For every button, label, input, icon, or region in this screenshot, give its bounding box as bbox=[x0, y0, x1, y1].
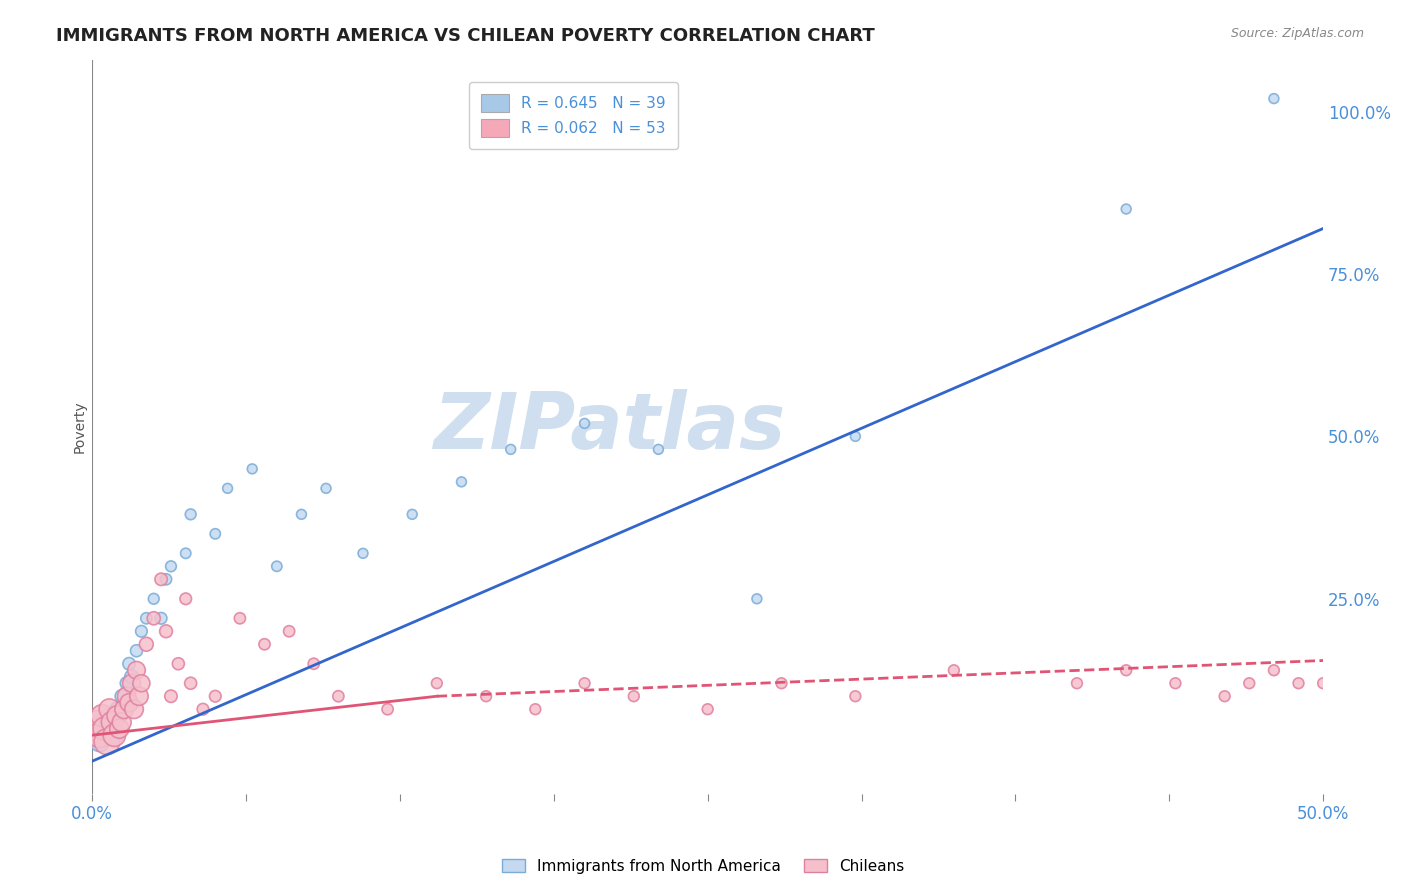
Point bbox=[1164, 676, 1187, 690]
Point bbox=[229, 611, 252, 625]
Point bbox=[160, 559, 183, 574]
Point bbox=[352, 546, 374, 560]
Point bbox=[174, 546, 197, 560]
Point bbox=[1115, 202, 1137, 216]
Point bbox=[623, 690, 645, 704]
Point bbox=[240, 462, 263, 476]
Point bbox=[167, 657, 190, 671]
Point bbox=[315, 481, 337, 495]
Point bbox=[135, 611, 157, 625]
Point bbox=[204, 690, 226, 704]
Point bbox=[86, 715, 108, 730]
Point bbox=[98, 708, 121, 723]
Point bbox=[204, 526, 226, 541]
Point bbox=[111, 715, 134, 730]
Point bbox=[131, 624, 153, 639]
Point bbox=[125, 644, 148, 658]
Point bbox=[160, 690, 183, 704]
Point bbox=[574, 676, 596, 690]
Point bbox=[524, 702, 547, 716]
Point bbox=[112, 702, 135, 716]
Text: Source: ZipAtlas.com: Source: ZipAtlas.com bbox=[1230, 27, 1364, 40]
Point bbox=[574, 417, 596, 431]
Point bbox=[89, 728, 111, 742]
Point bbox=[1312, 676, 1334, 690]
Point bbox=[105, 708, 128, 723]
Point bbox=[142, 611, 165, 625]
Point bbox=[174, 591, 197, 606]
Point bbox=[150, 611, 173, 625]
Point bbox=[1066, 676, 1088, 690]
Point bbox=[377, 702, 399, 716]
Point bbox=[1239, 676, 1261, 690]
Point bbox=[499, 442, 522, 457]
Point bbox=[91, 708, 114, 723]
Point bbox=[91, 715, 114, 730]
Point bbox=[191, 702, 214, 716]
Point bbox=[450, 475, 472, 489]
Point bbox=[1213, 690, 1236, 704]
Point bbox=[121, 676, 143, 690]
Point bbox=[155, 624, 177, 639]
Point bbox=[101, 715, 124, 730]
Point bbox=[302, 657, 325, 671]
Point bbox=[1263, 663, 1285, 677]
Point bbox=[426, 676, 449, 690]
Point bbox=[1115, 663, 1137, 677]
Point bbox=[266, 559, 288, 574]
Point bbox=[180, 508, 202, 522]
Point bbox=[155, 572, 177, 586]
Point bbox=[115, 690, 138, 704]
Point bbox=[128, 690, 150, 704]
Point bbox=[93, 728, 115, 742]
Point bbox=[96, 722, 118, 736]
Point bbox=[108, 722, 131, 736]
Point bbox=[328, 690, 350, 704]
Point bbox=[83, 722, 105, 736]
Point bbox=[278, 624, 301, 639]
Point bbox=[1288, 676, 1310, 690]
Point bbox=[96, 735, 118, 749]
Point bbox=[844, 690, 866, 704]
Point bbox=[150, 572, 173, 586]
Point bbox=[125, 663, 148, 677]
Point bbox=[1263, 92, 1285, 106]
Point bbox=[290, 508, 312, 522]
Point bbox=[253, 637, 276, 651]
Point bbox=[217, 481, 239, 495]
Point bbox=[131, 676, 153, 690]
Point bbox=[93, 722, 115, 736]
Point bbox=[98, 702, 121, 716]
Point bbox=[118, 696, 141, 710]
Point bbox=[401, 508, 423, 522]
Point bbox=[844, 429, 866, 443]
Legend: R = 0.645   N = 39, R = 0.062   N = 53: R = 0.645 N = 39, R = 0.062 N = 53 bbox=[470, 82, 678, 149]
Text: IMMIGRANTS FROM NORTH AMERICA VS CHILEAN POVERTY CORRELATION CHART: IMMIGRANTS FROM NORTH AMERICA VS CHILEAN… bbox=[56, 27, 875, 45]
Point bbox=[942, 663, 965, 677]
Point bbox=[135, 637, 157, 651]
Point bbox=[101, 715, 124, 730]
Point bbox=[103, 728, 125, 742]
Point bbox=[745, 591, 768, 606]
Point bbox=[105, 702, 128, 716]
Point bbox=[122, 702, 145, 716]
Legend: Immigrants from North America, Chileans: Immigrants from North America, Chileans bbox=[496, 853, 910, 880]
Point bbox=[111, 690, 134, 704]
Point bbox=[83, 728, 105, 742]
Point bbox=[475, 690, 498, 704]
Point bbox=[770, 676, 793, 690]
Point bbox=[121, 670, 143, 684]
Point bbox=[118, 657, 141, 671]
Point bbox=[86, 722, 108, 736]
Point bbox=[647, 442, 669, 457]
Point bbox=[180, 676, 202, 690]
Point bbox=[696, 702, 718, 716]
Y-axis label: Poverty: Poverty bbox=[73, 401, 87, 453]
Point bbox=[115, 676, 138, 690]
Point bbox=[89, 735, 111, 749]
Point bbox=[142, 591, 165, 606]
Text: ZIPatlas: ZIPatlas bbox=[433, 389, 786, 465]
Point bbox=[103, 728, 125, 742]
